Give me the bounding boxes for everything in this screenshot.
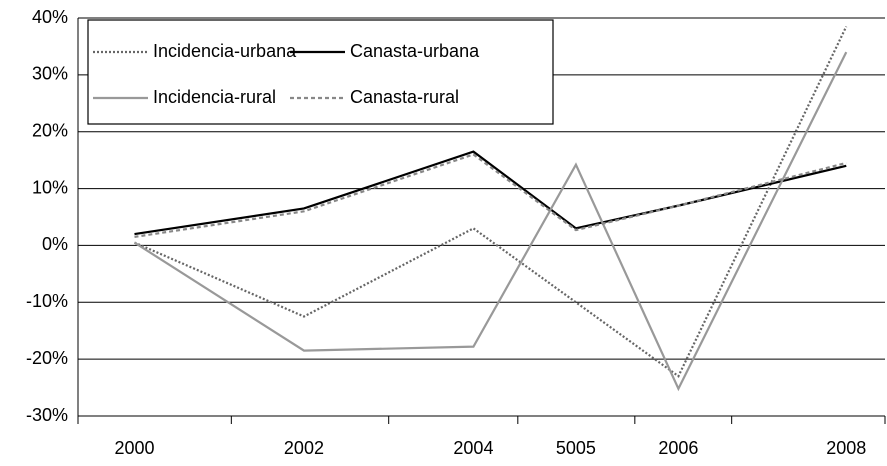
y-tick-label: 20% — [32, 120, 68, 140]
y-tick-label: 30% — [32, 64, 68, 84]
legend-label: Incidencia-rural — [153, 87, 276, 107]
x-tick-label: 2002 — [284, 438, 324, 458]
series-line — [134, 153, 847, 238]
x-tick-label: 2000 — [114, 438, 154, 458]
y-tick-label: -20% — [26, 348, 68, 368]
x-tick-label: 5005 — [556, 438, 596, 458]
y-tick-label: 40% — [32, 7, 68, 27]
legend-label: Canasta-rural — [350, 87, 459, 107]
y-tick-label: -30% — [26, 405, 68, 425]
legend — [87, 19, 554, 125]
y-tick-label: 10% — [32, 177, 68, 197]
series-line — [134, 26, 848, 378]
series-line — [133, 51, 848, 392]
legend-label: Incidencia-urbana — [153, 41, 297, 61]
x-tick-label: 2004 — [453, 438, 493, 458]
y-tick-label: -10% — [26, 291, 68, 311]
x-tick-label: 2008 — [826, 438, 866, 458]
y-tick-label: 0% — [42, 234, 68, 254]
legend-label: Canasta-urbana — [350, 41, 480, 61]
x-tick-label: 2006 — [658, 438, 698, 458]
